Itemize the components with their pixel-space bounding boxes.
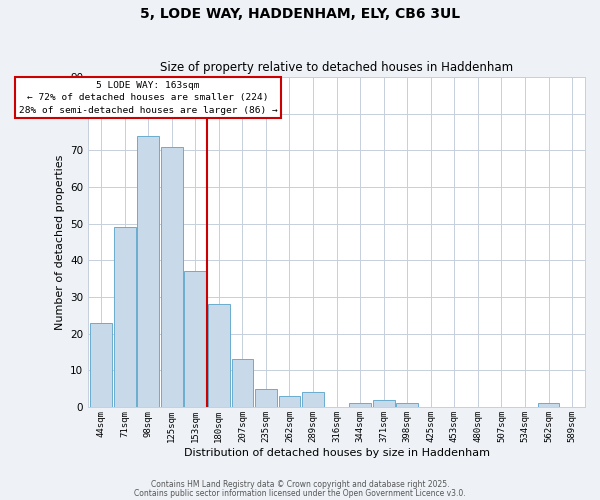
X-axis label: Distribution of detached houses by size in Haddenham: Distribution of detached houses by size … bbox=[184, 448, 490, 458]
Text: Contains public sector information licensed under the Open Government Licence v3: Contains public sector information licen… bbox=[134, 488, 466, 498]
Bar bbox=[184, 272, 206, 407]
Y-axis label: Number of detached properties: Number of detached properties bbox=[55, 154, 65, 330]
Bar bbox=[397, 404, 418, 407]
Text: 5, LODE WAY, HADDENHAM, ELY, CB6 3UL: 5, LODE WAY, HADDENHAM, ELY, CB6 3UL bbox=[140, 8, 460, 22]
Bar bbox=[232, 360, 253, 407]
Bar bbox=[302, 392, 324, 407]
Title: Size of property relative to detached houses in Haddenham: Size of property relative to detached ho… bbox=[160, 62, 513, 74]
Bar bbox=[137, 136, 159, 407]
Bar bbox=[349, 404, 371, 407]
Bar bbox=[538, 404, 559, 407]
Text: 5 LODE WAY: 163sqm
← 72% of detached houses are smaller (224)
28% of semi-detach: 5 LODE WAY: 163sqm ← 72% of detached hou… bbox=[19, 80, 278, 114]
Bar bbox=[90, 322, 112, 407]
Text: Contains HM Land Registry data © Crown copyright and database right 2025.: Contains HM Land Registry data © Crown c… bbox=[151, 480, 449, 489]
Bar bbox=[255, 388, 277, 407]
Bar bbox=[373, 400, 395, 407]
Bar bbox=[278, 396, 301, 407]
Bar bbox=[114, 228, 136, 407]
Bar bbox=[208, 304, 230, 407]
Bar bbox=[161, 146, 182, 407]
